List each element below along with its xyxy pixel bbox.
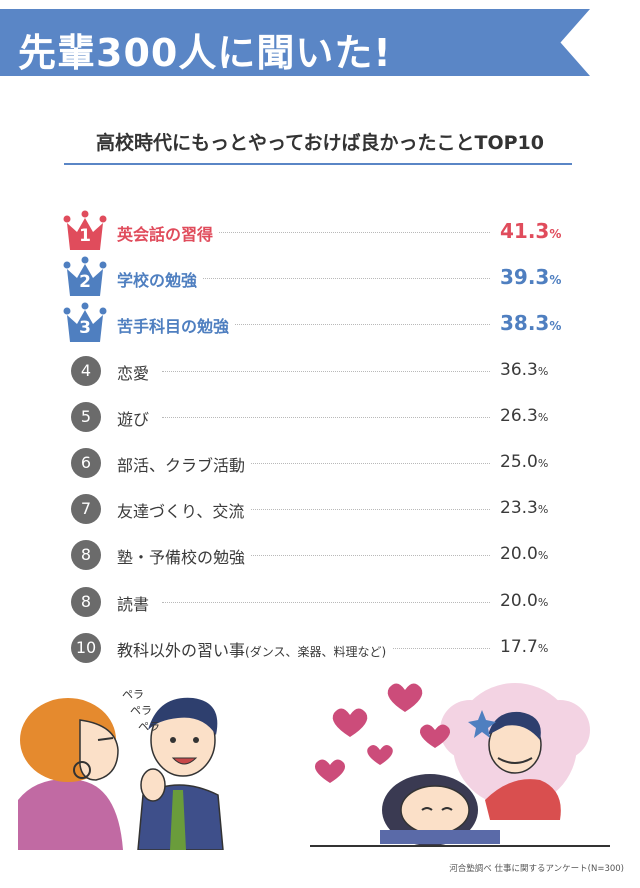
value-number: 20.0 [500,590,538,611]
value-unit: % [537,364,549,378]
item-value: 20.0% [500,591,548,611]
item-label: 部活、クラブ活動 [117,452,252,476]
value-unit: % [549,319,562,334]
leader-dots [162,278,490,280]
sfx-2: ペラ [130,704,152,717]
item-label-note: (ダンス、楽器、料理など) [245,644,387,659]
leader-dots [162,416,490,418]
crown-icon: 2 [62,256,108,300]
rank-badge: 5 [71,401,101,432]
title-banner: 先輩300人に聞いた! [0,9,590,76]
crown-icon: 3 [62,302,108,346]
item-label-text: 部活、クラブ活動 [117,456,246,475]
banner-title: 先輩300人に聞いた! [18,31,392,75]
item-label-text: 学校の勉強 [117,271,198,291]
ranking-row: 3 苦手科目の勉強 38.3% [62,302,582,346]
crown-icon: 1 [62,210,108,254]
item-value: 39.3% [500,265,561,289]
ranking-row: 2 学校の勉強 39.3% [62,256,582,300]
rank-number: 1 [79,226,91,246]
chart-subtitle: 高校時代にもっとやっておけば良かったことTOP10 [96,132,544,154]
item-label: 恋愛 [117,359,156,384]
man-figure [137,697,224,850]
value-unit: % [537,503,549,517]
value-unit: % [549,227,562,241]
leader-dots [162,601,490,603]
item-label-text: 遊び [117,409,150,429]
subtitle-underline [64,163,572,165]
item-label-text: 教科以外の習い事 [117,640,246,660]
item-value: 38.3% [500,311,561,335]
value-number: 38.3 [500,311,550,336]
item-value: 20.0% [500,544,548,564]
item-label: 読書 [117,590,156,615]
daydream-illustration [310,683,610,847]
item-label: 英会話の習得 [117,221,220,245]
leader-dots [162,232,490,233]
leader-dots [162,463,490,464]
sfx-3: ペラ [138,720,160,733]
item-value: 26.3% [500,406,548,426]
ranking-row: 8 塾・予備校の勉強 20.0% [62,535,582,575]
boy-figure [468,710,561,820]
item-label-text: 恋愛 [117,363,150,383]
value-unit: % [537,410,549,424]
ranking-row: 5 遊び 26.3% [62,397,582,437]
rank-badge: 8 [71,540,101,571]
ranking-row: 7 友達づくり、交流 23.3% [62,489,582,529]
value-number: 20.0 [500,544,538,565]
rank-badge: 6 [71,448,101,478]
rank-badge: 10 [71,632,101,663]
sfx-1: ペラ [122,688,144,701]
ranking-row: 10 教科以外の習い事(ダンス、楽器、料理など) 17.7% [62,628,582,668]
rank-number: 2 [79,272,91,293]
item-label: 苦手科目の勉強 [117,313,236,338]
value-number: 25.0 [500,452,538,472]
leader-dots [162,324,490,326]
value-number: 26.3 [500,405,538,426]
item-value: 17.7% [500,637,548,657]
item-value: 41.3% [500,219,561,243]
value-unit: % [537,457,549,470]
item-label: 教科以外の習い事(ダンス、楽器、料理など) [117,636,393,661]
item-label-text: 読書 [117,594,150,614]
value-number: 41.3 [500,219,550,243]
value-unit: % [537,549,549,563]
item-label-text: 苦手科目の勉強 [117,317,230,337]
ranking-row: 8 読書 20.0% [62,582,582,622]
item-label-text: 塾・予備校の勉強 [117,548,246,568]
item-label: 遊び [117,405,156,430]
value-number: 39.3 [500,265,550,290]
item-value: 25.0% [500,452,548,472]
rank-badge: 4 [71,355,101,386]
rank-number: 3 [79,318,91,339]
item-value: 23.3% [500,498,548,518]
value-unit: % [537,595,549,609]
value-number: 17.7 [500,636,538,657]
leader-dots [162,555,490,557]
rank-badge: 8 [71,586,101,617]
ranking-row: 1 英会話の習得 41.3% [62,210,582,254]
item-label-text: 英会話の習得 [117,225,214,244]
value-number: 23.3 [500,498,538,519]
value-number: 36.3 [500,359,538,380]
item-value: 36.3% [500,360,548,380]
talking-couple-illustration: ペラ ペラ ペラ [18,688,224,850]
hearts [314,683,451,783]
rank-badge: 7 [71,494,101,525]
item-label-text: 友達づくり、交流 [117,502,245,522]
leader-dots [162,370,490,372]
woman-figure [18,698,123,850]
item-label: 塾・予備校の勉強 [117,544,252,569]
value-unit: % [537,641,549,655]
girl-figure [380,774,500,846]
source-footnote: 河合塾調べ 仕事に関するアンケート(N=300) [449,864,624,874]
leader-dots [162,509,490,511]
item-label: 友達づくり、交流 [117,498,251,523]
ranking-row: 6 部活、クラブ活動 25.0% [62,443,582,483]
ranking-row: 4 恋愛 36.3% [62,351,582,391]
item-label: 学校の勉強 [117,267,204,292]
value-unit: % [549,273,562,288]
